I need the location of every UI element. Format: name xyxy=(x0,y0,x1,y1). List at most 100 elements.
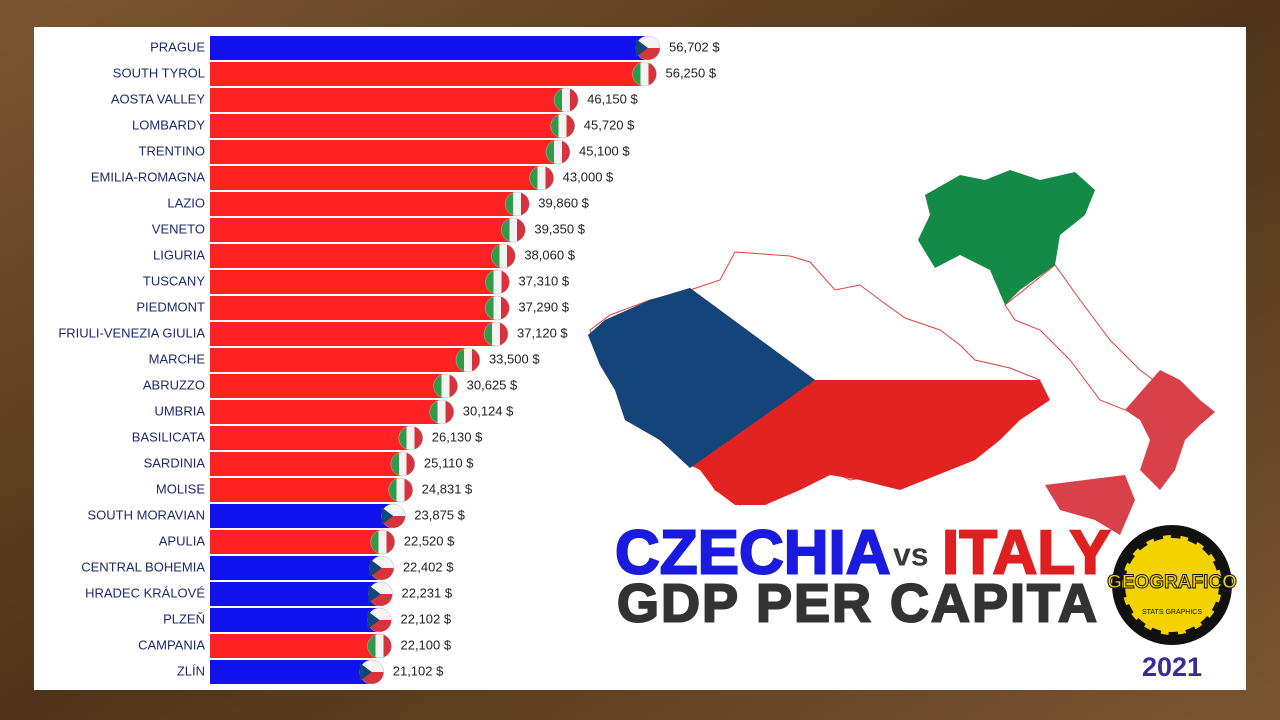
flag xyxy=(501,217,526,243)
value-label: 33,500 $ xyxy=(489,351,540,366)
logo: GEOGRAFICO STATS GRAPHICS xyxy=(1107,525,1237,645)
flag xyxy=(485,269,510,295)
category-label: LOMBARDY xyxy=(132,117,205,132)
bar xyxy=(210,556,384,580)
bar xyxy=(210,62,647,86)
value-label: 30,124 $ xyxy=(463,403,514,418)
year: 2021 xyxy=(1142,652,1202,682)
bars: PRAGUE 56,702 $ SOUTH TYROL 56,250 $ AOSTA V… xyxy=(58,35,720,685)
title-left: CZECHIA xyxy=(615,518,891,587)
bar xyxy=(210,88,569,112)
bar xyxy=(210,296,500,320)
value-label: 21,102 $ xyxy=(393,663,444,678)
bar xyxy=(210,166,544,190)
flag-wedge xyxy=(367,611,380,629)
bar xyxy=(210,400,444,424)
bar xyxy=(210,322,499,346)
category-label: PRAGUE xyxy=(150,39,205,54)
title-joiner: vs xyxy=(893,536,929,572)
bar xyxy=(210,426,413,450)
flag-wedge xyxy=(368,585,381,603)
flag xyxy=(455,347,481,373)
italy-south xyxy=(1125,370,1215,490)
category-label: CAMPANIA xyxy=(138,637,205,652)
logo-tagline: STATS GRAPHICS xyxy=(1142,609,1202,616)
category-label: SOUTH MORAVIAN xyxy=(88,507,206,522)
category-label: TRENTINO xyxy=(139,143,205,158)
bar xyxy=(210,452,405,476)
value-label: 39,860 $ xyxy=(538,195,589,210)
category-label: UMBRIA xyxy=(154,403,205,418)
flag xyxy=(398,425,424,451)
value-label: 22,231 $ xyxy=(402,585,453,600)
bar xyxy=(210,530,385,554)
flag-wedge xyxy=(359,663,372,681)
category-label: APULIA xyxy=(159,533,206,548)
bar xyxy=(210,270,500,294)
value-label: 22,100 $ xyxy=(400,637,451,652)
value-label: 56,702 $ xyxy=(669,39,720,54)
bar xyxy=(210,348,470,372)
italy-north xyxy=(918,170,1095,305)
bar xyxy=(210,36,650,60)
value-label: 43,000 $ xyxy=(563,169,614,184)
value-label: 22,520 $ xyxy=(404,533,455,548)
value-label: 37,120 $ xyxy=(517,325,568,340)
value-label: 25,110 $ xyxy=(424,455,474,470)
category-label: SARDINIA xyxy=(144,455,206,470)
value-label: 37,310 $ xyxy=(519,273,570,288)
title-right: ITALY xyxy=(942,518,1111,587)
category-label: VENETO xyxy=(152,221,205,236)
bar xyxy=(210,218,516,242)
category-label: ABRUZZO xyxy=(143,377,205,392)
bar xyxy=(210,374,448,398)
value-label: 30,625 $ xyxy=(467,377,518,392)
logo-disc xyxy=(1119,532,1225,638)
bar xyxy=(210,478,403,502)
bar xyxy=(210,192,520,216)
value-label: 45,720 $ xyxy=(584,117,635,132)
category-label: PIEDMONT xyxy=(136,299,205,314)
value-label: 26,130 $ xyxy=(432,429,483,444)
value-label: 22,402 $ xyxy=(403,559,454,574)
subtitle: GDP PER CAPITA xyxy=(617,573,1097,633)
bar xyxy=(210,608,382,632)
flag xyxy=(485,295,510,321)
value-label: 39,350 $ xyxy=(534,221,585,236)
category-label: LAZIO xyxy=(167,195,205,210)
czechia-blue xyxy=(588,288,815,468)
flag xyxy=(491,243,516,269)
category-label: SOUTH TYROL xyxy=(113,65,205,80)
flag xyxy=(370,529,396,555)
category-label: MARCHE xyxy=(149,351,206,366)
bar xyxy=(210,140,560,164)
flag xyxy=(550,113,576,139)
category-label: EMILIA-ROMAGNA xyxy=(91,169,205,184)
category-label: LIGURIA xyxy=(153,247,205,262)
flag xyxy=(483,321,509,347)
logo-name: GEOGRAFICO xyxy=(1107,572,1237,593)
category-label: PLZEŇ xyxy=(163,611,205,626)
value-label: 56,250 $ xyxy=(665,65,716,80)
flag xyxy=(429,399,455,425)
flag xyxy=(553,87,579,113)
category-label: MOLISE xyxy=(156,481,205,496)
bar xyxy=(210,504,396,528)
bar xyxy=(210,634,382,658)
flag-wedge xyxy=(369,559,382,577)
flag xyxy=(390,451,416,477)
category-label: AOSTA VALLEY xyxy=(111,91,206,106)
category-label: ZLÍN xyxy=(177,663,205,678)
flag xyxy=(388,477,413,503)
category-label: BASILICATA xyxy=(132,429,206,444)
flag xyxy=(367,633,392,659)
flag xyxy=(545,139,571,165)
flag xyxy=(529,165,554,191)
value-label: 23,875 $ xyxy=(414,507,465,522)
value-label: 24,831 $ xyxy=(422,481,473,496)
value-label: 37,290 $ xyxy=(518,299,569,314)
sicily xyxy=(1045,475,1135,535)
value-label: 46,150 $ xyxy=(587,91,638,106)
category-label: TUSCANY xyxy=(143,273,205,288)
category-label: CENTRAL BOHEMIA xyxy=(81,559,205,574)
